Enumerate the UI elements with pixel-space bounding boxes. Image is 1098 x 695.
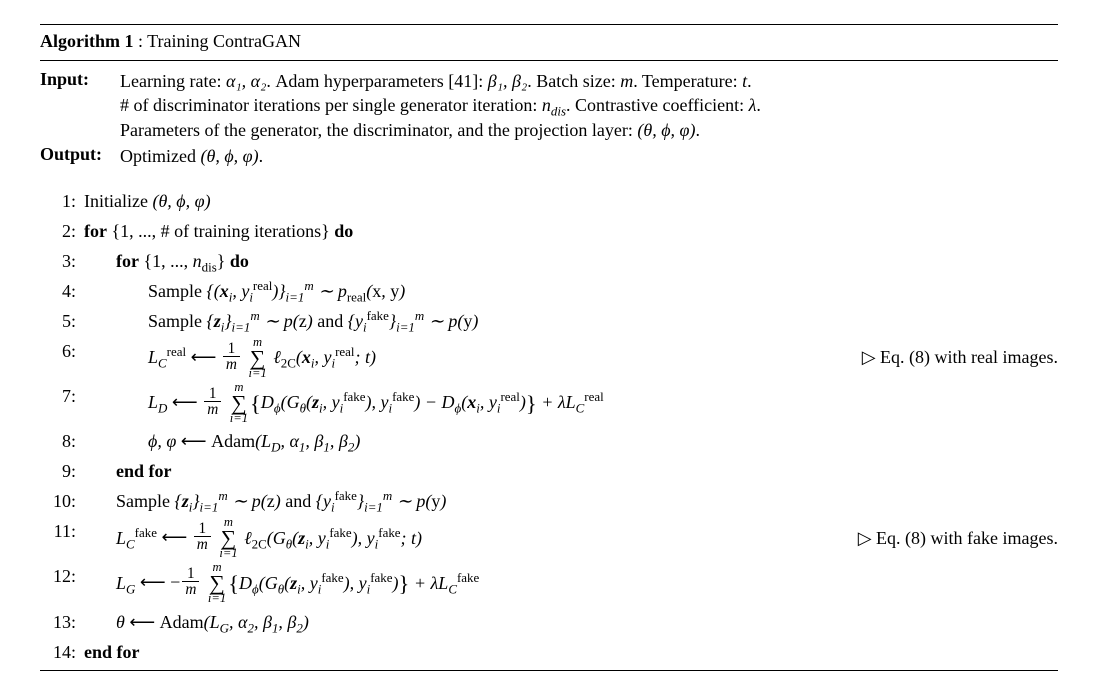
step-3: 3: for {1, ..., ndis} do: [40, 248, 1058, 275]
body-1: Initialize (θ, ϕ, φ): [84, 188, 1058, 215]
algorithm-number: Algorithm 1: [40, 31, 134, 51]
lineno-12: 12:: [40, 563, 84, 590]
lineno-14: 14:: [40, 639, 84, 666]
lineno-6: 6:: [40, 338, 84, 365]
output-dot: .: [259, 146, 264, 166]
var-ndis: ndis: [542, 95, 566, 115]
title-rule: [40, 60, 1058, 61]
input-label: Input:: [40, 69, 120, 90]
algorithm-title-row: Algorithm 1 : Training ContraGAN: [40, 29, 1058, 56]
algorithm-title: : Training ContraGAN: [138, 31, 301, 51]
body-5: Sample {zi}i=1m ∼ p(z) and {yifake}i=1m …: [84, 308, 1058, 335]
step-1: 1: Initialize (θ, ϕ, φ): [40, 188, 1058, 215]
lineno-4: 4:: [40, 278, 84, 305]
body-9: end for: [84, 458, 1058, 485]
lineno-7: 7:: [40, 383, 84, 410]
step-2: 2: for {1, ..., # of training iterations…: [40, 218, 1058, 245]
top-rule: [40, 24, 1058, 25]
step-14: 14: end for: [40, 639, 1058, 666]
lineno-10: 10:: [40, 488, 84, 515]
comment-6: ▷ Eq. (8) with real images.: [842, 344, 1058, 371]
step-10: 10: Sample {zi}i=1m ∼ p(z) and {yifake}i…: [40, 488, 1058, 515]
input-l3a: Parameters of the generator, the discrim…: [120, 120, 637, 140]
step-11: 11: LCfake ⟵ 1m m∑i=1 ℓ2C(Gθ(zi, yifake)…: [40, 518, 1058, 560]
params: (θ, ϕ, φ): [637, 120, 695, 140]
lineno-11: 11:: [40, 518, 84, 545]
step-4: 4: Sample {(xi, yireal)}i=1m ∼ preal(x, …: [40, 278, 1058, 305]
output-t: Optimized: [120, 146, 200, 166]
body-4: Sample {(xi, yireal)}i=1m ∼ preal(x, y): [84, 278, 1058, 305]
lineno-13: 13:: [40, 609, 84, 636]
step-13: 13: θ ⟵ Adam(LG, α2, β1, β2): [40, 609, 1058, 636]
output-params: (θ, ϕ, φ): [200, 146, 258, 166]
step-8: 8: ϕ, φ ⟵ Adam(LD, α1, β1, β2): [40, 428, 1058, 455]
lineno-9: 9:: [40, 458, 84, 485]
body-6: LCreal ⟵ 1m m∑i=1 ℓ2C(xi, yireal; t) ▷ E…: [84, 338, 1058, 380]
input-l1d: . Temperature:: [633, 71, 742, 91]
body-3: for {1, ..., ndis} do: [84, 248, 1058, 275]
step-7: 7: LD ⟵ 1m m∑i=1{Dϕ(Gθ(zi, yifake), yifa…: [40, 383, 1058, 425]
step-6: 6: LCreal ⟵ 1m m∑i=1 ℓ2C(xi, yireal; t) …: [40, 338, 1058, 380]
body-13: θ ⟵ Adam(LG, α2, β1, β2): [84, 609, 1058, 636]
body-10: Sample {zi}i=1m ∼ p(z) and {yifake}i=1m …: [84, 488, 1058, 515]
step-12: 12: LG ⟵ −1m m∑i=1{Dϕ(Gθ(zi, yifake), yi…: [40, 563, 1058, 605]
step-5: 5: Sample {zi}i=1m ∼ p(z) and {yifake}i=…: [40, 308, 1058, 335]
input-text: Learning rate: α₁, α₂. Adam hyperparamet…: [120, 69, 1058, 142]
step-9: 9: end for: [40, 458, 1058, 485]
body-2: for {1, ..., # of training iterations} d…: [84, 218, 1058, 245]
lineno-2: 2:: [40, 218, 84, 245]
body-12: LG ⟵ −1m m∑i=1{Dϕ(Gθ(zi, yifake), yifake…: [84, 563, 1058, 605]
output-text: Optimized (θ, ϕ, φ).: [120, 144, 1058, 168]
body-11: LCfake ⟵ 1m m∑i=1 ℓ2C(Gθ(zi, yifake), yi…: [84, 518, 1058, 560]
body-8: ϕ, φ ⟵ Adam(LD, α1, β1, β2): [84, 428, 1058, 455]
comment-11: ▷ Eq. (8) with fake images.: [838, 525, 1058, 552]
input-l2b: . Contrastive coefficient:: [566, 95, 749, 115]
output-row: Output: Optimized (θ, ϕ, φ).: [40, 144, 1058, 168]
input-l2a: # of discriminator iterations per single…: [120, 95, 542, 115]
lineno-3: 3:: [40, 248, 84, 275]
io-block: Input: Learning rate: α₁, α₂. Adam hyper…: [40, 65, 1058, 174]
alpha12: α₁, α₂: [226, 71, 266, 91]
body-7: LD ⟵ 1m m∑i=1{Dϕ(Gθ(zi, yifake), yifake)…: [84, 383, 1058, 425]
input-l1b: . Adam hyperparameters [41]:: [266, 71, 487, 91]
lineno-1: 1:: [40, 188, 84, 215]
steps: 1: Initialize (θ, ϕ, φ) 2: for {1, ..., …: [40, 188, 1058, 665]
output-label: Output:: [40, 144, 120, 165]
input-row: Input: Learning rate: α₁, α₂. Adam hyper…: [40, 69, 1058, 142]
beta12: β₁, β₂: [488, 71, 527, 91]
var-m: m: [620, 71, 633, 91]
lineno-5: 5:: [40, 308, 84, 335]
body-14: end for: [84, 639, 1058, 666]
input-l1c: . Batch size:: [527, 71, 620, 91]
lineno-8: 8:: [40, 428, 84, 455]
input-l1a: Learning rate:: [120, 71, 226, 91]
